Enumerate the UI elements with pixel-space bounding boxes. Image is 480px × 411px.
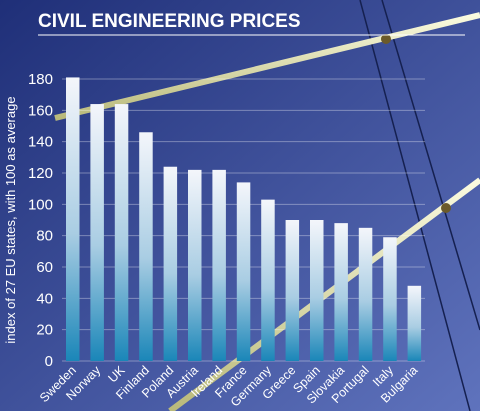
bar-austria xyxy=(188,169,202,361)
bar-poland xyxy=(163,166,178,361)
bar-bulgaria xyxy=(407,285,422,361)
bar-ireland xyxy=(212,169,226,361)
chart-title: CIVIL ENGINEERING PRICES xyxy=(38,11,301,32)
bar-slovakia xyxy=(334,223,348,361)
y-tick-label-80: 80 xyxy=(36,228,53,245)
bar-finland xyxy=(139,132,153,361)
y-tick-label-40: 40 xyxy=(36,290,53,307)
y-tick-label-120: 120 xyxy=(28,165,53,182)
y-tick-label-0: 0 xyxy=(45,353,53,370)
bar-greece xyxy=(285,220,300,361)
cable-upper xyxy=(54,12,480,121)
cable-clamp-1 xyxy=(381,34,391,44)
wire-line-1 xyxy=(359,0,471,411)
bar-germany xyxy=(261,199,275,361)
bar-spain xyxy=(310,220,324,361)
wire-line-2 xyxy=(381,0,480,331)
bar-italy xyxy=(383,237,397,361)
y-tick-labels: 0 20 40 60 80 100 120 140 160 180 xyxy=(28,71,53,370)
bar-sweden xyxy=(66,77,80,361)
y-tick-label-100: 100 xyxy=(28,196,53,213)
y-tick-label-140: 140 xyxy=(28,134,53,151)
decorative-cables xyxy=(54,0,480,411)
y-tick-label-20: 20 xyxy=(36,322,53,339)
bars xyxy=(66,77,422,362)
bar-portugal xyxy=(358,227,373,361)
y-tick-label-160: 160 xyxy=(28,102,53,119)
bar-norway xyxy=(90,104,104,362)
y-tick-label-60: 60 xyxy=(36,259,53,276)
y-tick-label-180: 180 xyxy=(28,71,53,88)
cable-clamp-2 xyxy=(441,203,451,213)
bar-uk xyxy=(114,104,129,362)
cable-lower xyxy=(168,177,480,411)
y-axis-label: index of 27 EU states, with 100 as avera… xyxy=(3,96,18,343)
bar-france xyxy=(236,182,251,361)
